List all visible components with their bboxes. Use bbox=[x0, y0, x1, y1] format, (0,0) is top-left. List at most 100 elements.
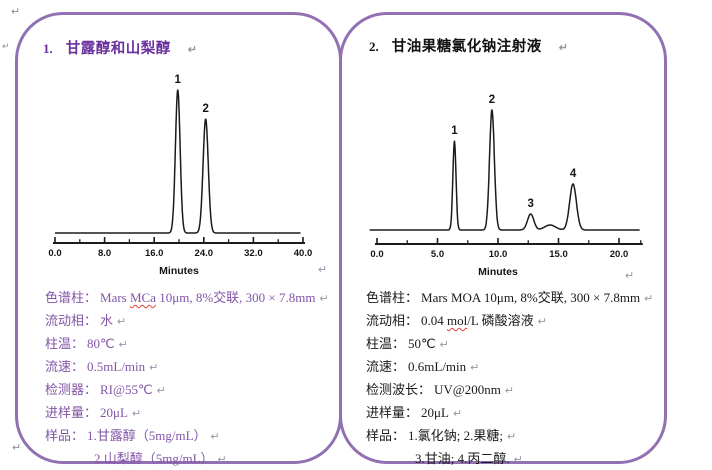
spec-value: 50℃ bbox=[408, 336, 436, 351]
spec-label: 流速： bbox=[366, 359, 406, 374]
x-axis-tick-label: 15.0 bbox=[549, 249, 568, 260]
spec-line: 色谱柱： Mars MCa 10μm, 8%交联, 300 × 7.8mm ↵ bbox=[45, 287, 329, 310]
spec-line: 流速： 0.5mL/min ↵ bbox=[45, 356, 329, 379]
spec-value: 水 bbox=[100, 313, 114, 328]
spec-value: 0.6mL/min bbox=[408, 359, 467, 374]
paragraph-mark: ↵ bbox=[319, 293, 329, 305]
x-axis-tick-label: 32.0 bbox=[244, 248, 263, 259]
spec-value: 1.氯化钠; 2.果糖; bbox=[408, 428, 503, 443]
spec-value: 0.04 mol/L 磷酸溶液 bbox=[421, 313, 534, 328]
spec-value: Mars MCa 10μm, 8%交联, 300 × 7.8mm bbox=[100, 290, 316, 305]
paragraph-mark: ↵ bbox=[2, 41, 10, 51]
method-conditions-list-2: 色谱柱： Mars MOA 10μm, 8%交联, 300 × 7.8mm ↵ 流动相… bbox=[366, 287, 653, 470]
x-axis-tick-label: 24.0 bbox=[195, 248, 214, 259]
spec-value: UV@200nm bbox=[434, 382, 501, 397]
paragraph-mark: ↵ bbox=[452, 408, 463, 420]
x-axis-tick-label: 20.0 bbox=[610, 249, 629, 260]
paragraph-mark: ↵ bbox=[507, 431, 517, 443]
peak-label: 4 bbox=[570, 168, 577, 180]
paragraph-mark: ↵ bbox=[156, 385, 166, 397]
spec-label: 流动相： bbox=[366, 313, 419, 328]
spec-line: 2.山梨醇（5mg/mL） ↵ bbox=[45, 448, 329, 470]
chromatogram-figure-2: 0.0 5.0 10.0 15.0 20.0 Minutes 1 2 3 4 bbox=[361, 63, 653, 283]
x-axis-tick-label: 0.0 bbox=[370, 249, 383, 260]
x-axis-tick-label: 10.0 bbox=[489, 249, 508, 260]
spec-line: 样品： 1.氯化钠; 2.果糖; ↵ bbox=[366, 425, 653, 448]
paragraph-mark: ↵ bbox=[470, 362, 480, 374]
spec-value: 2.山梨醇（5mg/mL） bbox=[94, 451, 214, 466]
peak-label: 2 bbox=[202, 103, 208, 115]
spec-line: 检测波长： UV@200nm ↵ bbox=[366, 379, 653, 402]
spec-line: 检测器： RI@55℃ ↵ bbox=[45, 379, 329, 402]
spec-line: 柱温： 50℃ ↵ bbox=[366, 333, 653, 356]
section-title-text: 甘油果糖氯化钠注射液 bbox=[391, 39, 542, 55]
method-conditions-list-1: 色谱柱： Mars MCa 10μm, 8%交联, 300 × 7.8mm ↵ 流动相… bbox=[45, 287, 329, 470]
peak-label: 2 bbox=[489, 94, 495, 106]
spec-label: 检测波长： bbox=[366, 382, 432, 397]
panel-glycerol-fructose-injection: 2. 甘油果糖氯化钠注射液 ↵ 0.0 5.0 10.0 15.0 20.0 Minute… bbox=[339, 12, 667, 466]
spec-value: 20μL bbox=[100, 405, 128, 420]
paragraph-mark: ↵ bbox=[644, 293, 654, 305]
spec-label: 色谱柱： bbox=[45, 290, 98, 305]
x-axis-tick-label: 8.0 bbox=[98, 248, 111, 259]
signal-trace bbox=[369, 109, 640, 231]
paragraph-mark: ↵ bbox=[439, 339, 449, 351]
paragraph-mark: ↵ bbox=[210, 431, 220, 443]
paragraph-mark: ↵ bbox=[131, 408, 142, 420]
spec-value: 80℃ bbox=[87, 336, 115, 351]
spec-label: 进样量： bbox=[45, 405, 98, 420]
spec-label: 进样量： bbox=[366, 405, 419, 420]
spec-line: 样品： 1.甘露醇（5mg/mL） ↵ bbox=[45, 425, 329, 448]
spec-line: 进样量： 20μL ↵ bbox=[45, 402, 329, 425]
paragraph-mark: ↵ bbox=[12, 442, 22, 454]
x-axis-tick-label: 16.0 bbox=[145, 248, 164, 259]
x-axis-title: Minutes bbox=[478, 266, 518, 278]
peak-label: 1 bbox=[451, 125, 458, 137]
chromatogram-1-svg: 0.0 8.0 16.0 24.0 32.0 40.0 Minutes 1 2 bbox=[48, 74, 313, 277]
x-axis-title: Minutes bbox=[159, 265, 199, 277]
spec-label: 柱温： bbox=[366, 336, 406, 351]
section-title-2: 2. 甘油果糖氯化钠注射液 ↵ bbox=[369, 35, 568, 56]
paragraph-mark: ↵ bbox=[217, 454, 227, 466]
spec-label: 柱温： bbox=[45, 336, 85, 351]
section-title-text: 甘露醇和山梨醇 bbox=[65, 41, 171, 57]
spec-line: 3.甘油; 4.丙二醇. ↵ bbox=[366, 448, 653, 470]
signal-trace bbox=[54, 89, 301, 234]
chromatogram-figure-1: 0.0 8.0 16.0 24.0 32.0 40.0 Minutes 1 2 bbox=[41, 61, 315, 277]
spec-value: Mars MOA 10μm, 8%交联, 300 × 7.8mm bbox=[421, 290, 641, 305]
paragraph-mark: ↵ bbox=[118, 339, 128, 351]
section-number: 1. bbox=[43, 41, 53, 56]
paragraph-mark: ↵ bbox=[625, 270, 635, 282]
paragraph-mark: ↵ bbox=[117, 316, 127, 328]
spec-line: 流动相：水 ↵ bbox=[45, 310, 329, 333]
paragraph-mark: ↵ bbox=[149, 362, 159, 374]
section-number: 2. bbox=[369, 39, 379, 54]
paragraph-mark: ↵ bbox=[11, 6, 21, 18]
spec-line: 流速： 0.6mL/min ↵ bbox=[366, 356, 653, 379]
spec-value: RI@55℃ bbox=[100, 382, 153, 397]
spec-line: 进样量： 20μL ↵ bbox=[366, 402, 653, 425]
paragraph-mark: ↵ bbox=[318, 264, 328, 276]
spec-label: 流动相： bbox=[45, 313, 98, 328]
paragraph-mark: ↵ bbox=[537, 316, 547, 328]
x-axis-tick-label: 0.0 bbox=[48, 248, 61, 259]
x-axis-tick-label: 5.0 bbox=[431, 249, 444, 260]
paragraph-mark: ↵ bbox=[513, 454, 523, 466]
x-axis-tick-label: 40.0 bbox=[294, 248, 313, 259]
spec-line: 色谱柱： Mars MOA 10μm, 8%交联, 300 × 7.8mm ↵ bbox=[366, 287, 653, 310]
spec-line: 柱温： 80℃ ↵ bbox=[45, 333, 329, 356]
spec-label: 样品： bbox=[366, 428, 406, 443]
spec-label: 检测器： bbox=[45, 382, 98, 397]
paragraph-mark: ↵ bbox=[187, 44, 197, 56]
misspelled-word: mol bbox=[447, 313, 468, 328]
spec-value: 1.甘露醇（5mg/mL） bbox=[87, 428, 207, 443]
section-title-1: 1. 甘露醇和山梨醇 ↵ bbox=[43, 37, 197, 58]
panel-mannitol-sorbitol: 1. 甘露醇和山梨醇 ↵ 0.0 8.0 16.0 24.0 32.0 40.0 Minut… bbox=[15, 12, 342, 466]
spec-value: 0.5mL/min bbox=[87, 359, 146, 374]
spec-label: 色谱柱： bbox=[366, 290, 419, 305]
spec-value: 20μL bbox=[421, 405, 449, 420]
spec-value: 3.甘油; 4.丙二醇. bbox=[415, 451, 510, 466]
chromatogram-2-svg: 0.0 5.0 10.0 15.0 20.0 Minutes 1 2 3 4 bbox=[369, 94, 643, 278]
spec-line: 流动相： 0.04 mol/L 磷酸溶液 ↵ bbox=[366, 310, 653, 333]
